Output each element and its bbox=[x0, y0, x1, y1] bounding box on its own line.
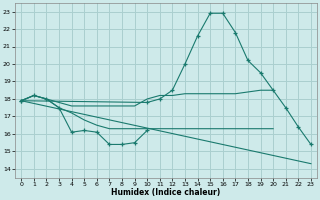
X-axis label: Humidex (Indice chaleur): Humidex (Indice chaleur) bbox=[111, 188, 221, 197]
